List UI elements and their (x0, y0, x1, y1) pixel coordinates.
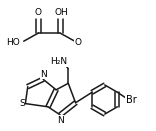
Text: OH: OH (54, 8, 68, 17)
Text: HO: HO (6, 37, 20, 47)
Text: S: S (19, 99, 25, 108)
Text: H₂N: H₂N (50, 57, 67, 66)
Text: O: O (75, 37, 82, 47)
Text: N: N (57, 116, 63, 125)
Text: N: N (40, 70, 47, 79)
Text: O: O (35, 8, 42, 17)
Text: Br: Br (126, 95, 136, 105)
